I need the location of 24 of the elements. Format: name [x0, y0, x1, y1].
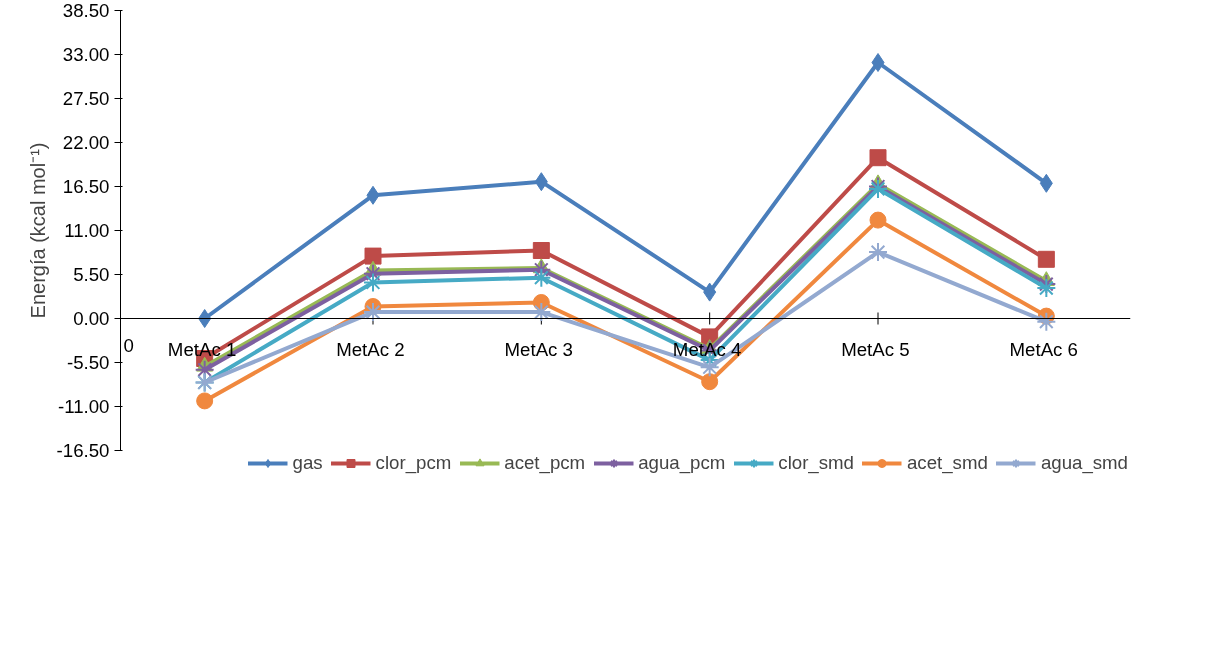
- y-tick-label: 33.00: [62, 44, 110, 65]
- y-tick-label: 16.50: [62, 176, 110, 197]
- y-tick-label: 22.00: [62, 132, 110, 153]
- y-tick-label: -5.50: [66, 352, 110, 373]
- x-tick-label: MetAc 6: [1009, 338, 1078, 360]
- legend-label: clor_smd: [778, 452, 854, 474]
- y-tick-label: 5.50: [73, 264, 110, 285]
- y-tick-label: 11.00: [64, 220, 110, 241]
- y-tick-label: -16.50: [56, 440, 110, 461]
- y-tick-label: -11.00: [57, 396, 110, 417]
- legend-label: agua_smd: [1040, 452, 1128, 474]
- legend-label: clor_pcm: [375, 452, 452, 474]
- y-tick-label: 38.50: [62, 0, 110, 21]
- legend-label: gas: [292, 452, 323, 474]
- x-tick-label: MetAc 3: [504, 338, 573, 360]
- y-axis-title: Energía (kcal mol⁻¹): [26, 142, 49, 319]
- y-tick-label: 27.50: [62, 88, 110, 109]
- legend-label: acet_smd: [906, 452, 988, 474]
- legend-label: agua_pcm: [638, 452, 726, 474]
- x-tick-label: MetAc 2: [336, 338, 405, 360]
- text: 0: [123, 334, 134, 356]
- legend-label: acet_pcm: [504, 452, 586, 474]
- y-tick-label: 0.00: [73, 308, 110, 329]
- x-tick-label: MetAc 5: [841, 338, 910, 360]
